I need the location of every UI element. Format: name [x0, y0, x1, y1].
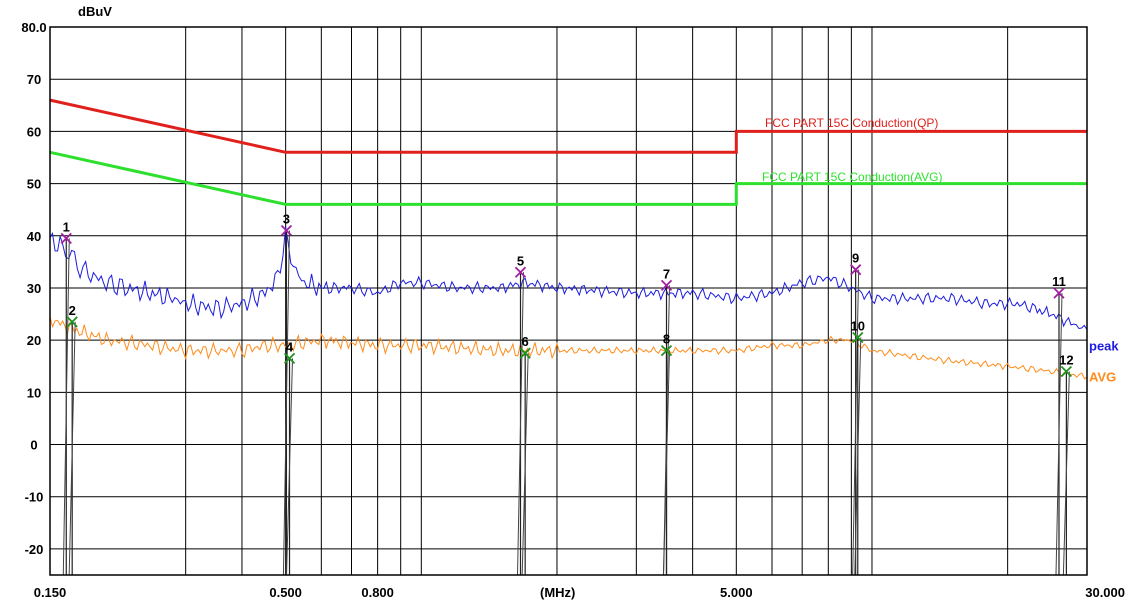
marker-12-cross — [1060, 365, 1073, 378]
y-tick-label: 10 — [27, 385, 41, 400]
marker-1-label: 1 — [63, 219, 70, 234]
marker-2-label: 2 — [69, 303, 76, 318]
marker-stem — [68, 321, 76, 576]
y-tick-label: 20 — [27, 333, 41, 348]
limit-line-label: FCC PART 15C Conduction(AVG) — [762, 170, 943, 184]
y-tick-label: 70 — [27, 72, 41, 87]
marker-stem — [663, 350, 671, 576]
trace-label: peak — [1089, 339, 1119, 354]
marker-5-label: 5 — [517, 253, 524, 268]
plot-background — [50, 27, 1087, 575]
limit-line — [49, 150, 1087, 206]
marker-3-cross — [280, 224, 293, 237]
trace-avg — [49, 316, 1088, 380]
marker-3-label: 3 — [283, 212, 290, 227]
marker-10-cross — [852, 331, 864, 344]
y-tick-label: -20 — [25, 542, 44, 557]
marker-6-cross — [519, 347, 531, 359]
marker-stem — [521, 353, 529, 576]
marker-stem — [1062, 371, 1070, 576]
marker-11-cross — [1053, 287, 1065, 299]
measurement-traces: peak AVG — [49, 226, 1119, 385]
marker-9-label: 9 — [852, 251, 859, 266]
marker-2-cross — [66, 316, 78, 328]
marker-11-label: 11 — [1052, 274, 1066, 289]
y-axis-unit: dBuV — [78, 4, 112, 19]
marker-6-label: 6 — [522, 334, 529, 349]
x-axis-ticks: 0.150 0.500 0.800 5.000 30.000 — [34, 585, 1125, 600]
marker-stem — [517, 272, 525, 576]
plot-frame — [49, 26, 1088, 576]
marker-8-label: 8 — [663, 332, 670, 347]
x-axis-unit: (MHz) — [540, 585, 575, 600]
trace-peak — [49, 226, 1088, 330]
y-tick-label: -10 — [25, 490, 44, 505]
marker-1-cross — [60, 232, 72, 245]
limit-lines: FCC PART 15C Conduction(QP) FCC PART 15C … — [49, 98, 1087, 206]
limit-line — [49, 98, 1087, 154]
x-tick-label: 5.000 — [720, 585, 753, 600]
limit-line-label: FCC PART 15C Conduction(QP) — [765, 116, 938, 130]
x-tick-label: 0.800 — [361, 585, 394, 600]
marker-9-cross — [850, 264, 862, 276]
marker-stem — [286, 358, 294, 576]
y-axis-ticks: 80.0 70 60 50 40 30 20 10 0 -10 -20 — [21, 20, 46, 557]
marker-8-cross — [660, 344, 673, 357]
marker-5-cross — [514, 266, 527, 278]
marker-4-cross — [283, 352, 296, 365]
marker-stem — [854, 337, 862, 576]
y-tick-label: 50 — [27, 177, 41, 192]
trace-label: AVG — [1089, 370, 1116, 385]
marker-4-label: 4 — [286, 339, 294, 354]
marker-7-cross — [660, 279, 673, 291]
y-tick-label: 30 — [27, 281, 41, 296]
y-tick-label: 0 — [30, 438, 37, 453]
marker-stem — [852, 269, 860, 576]
marker-stem — [282, 230, 290, 576]
marker-10-label: 10 — [851, 319, 865, 334]
y-tick-label: 60 — [27, 124, 41, 139]
x-tick-label: 0.150 — [34, 585, 67, 600]
y-tick-label: 80.0 — [21, 20, 46, 35]
marker-7-label: 7 — [663, 266, 670, 281]
marker-12-label: 12 — [1059, 352, 1073, 367]
marker-stem — [62, 238, 70, 576]
marker-stem — [1055, 293, 1063, 576]
x-tick-label: 30.000 — [1085, 585, 1125, 600]
x-tick-label: 0.500 — [269, 585, 302, 600]
y-tick-label: 40 — [27, 229, 41, 244]
